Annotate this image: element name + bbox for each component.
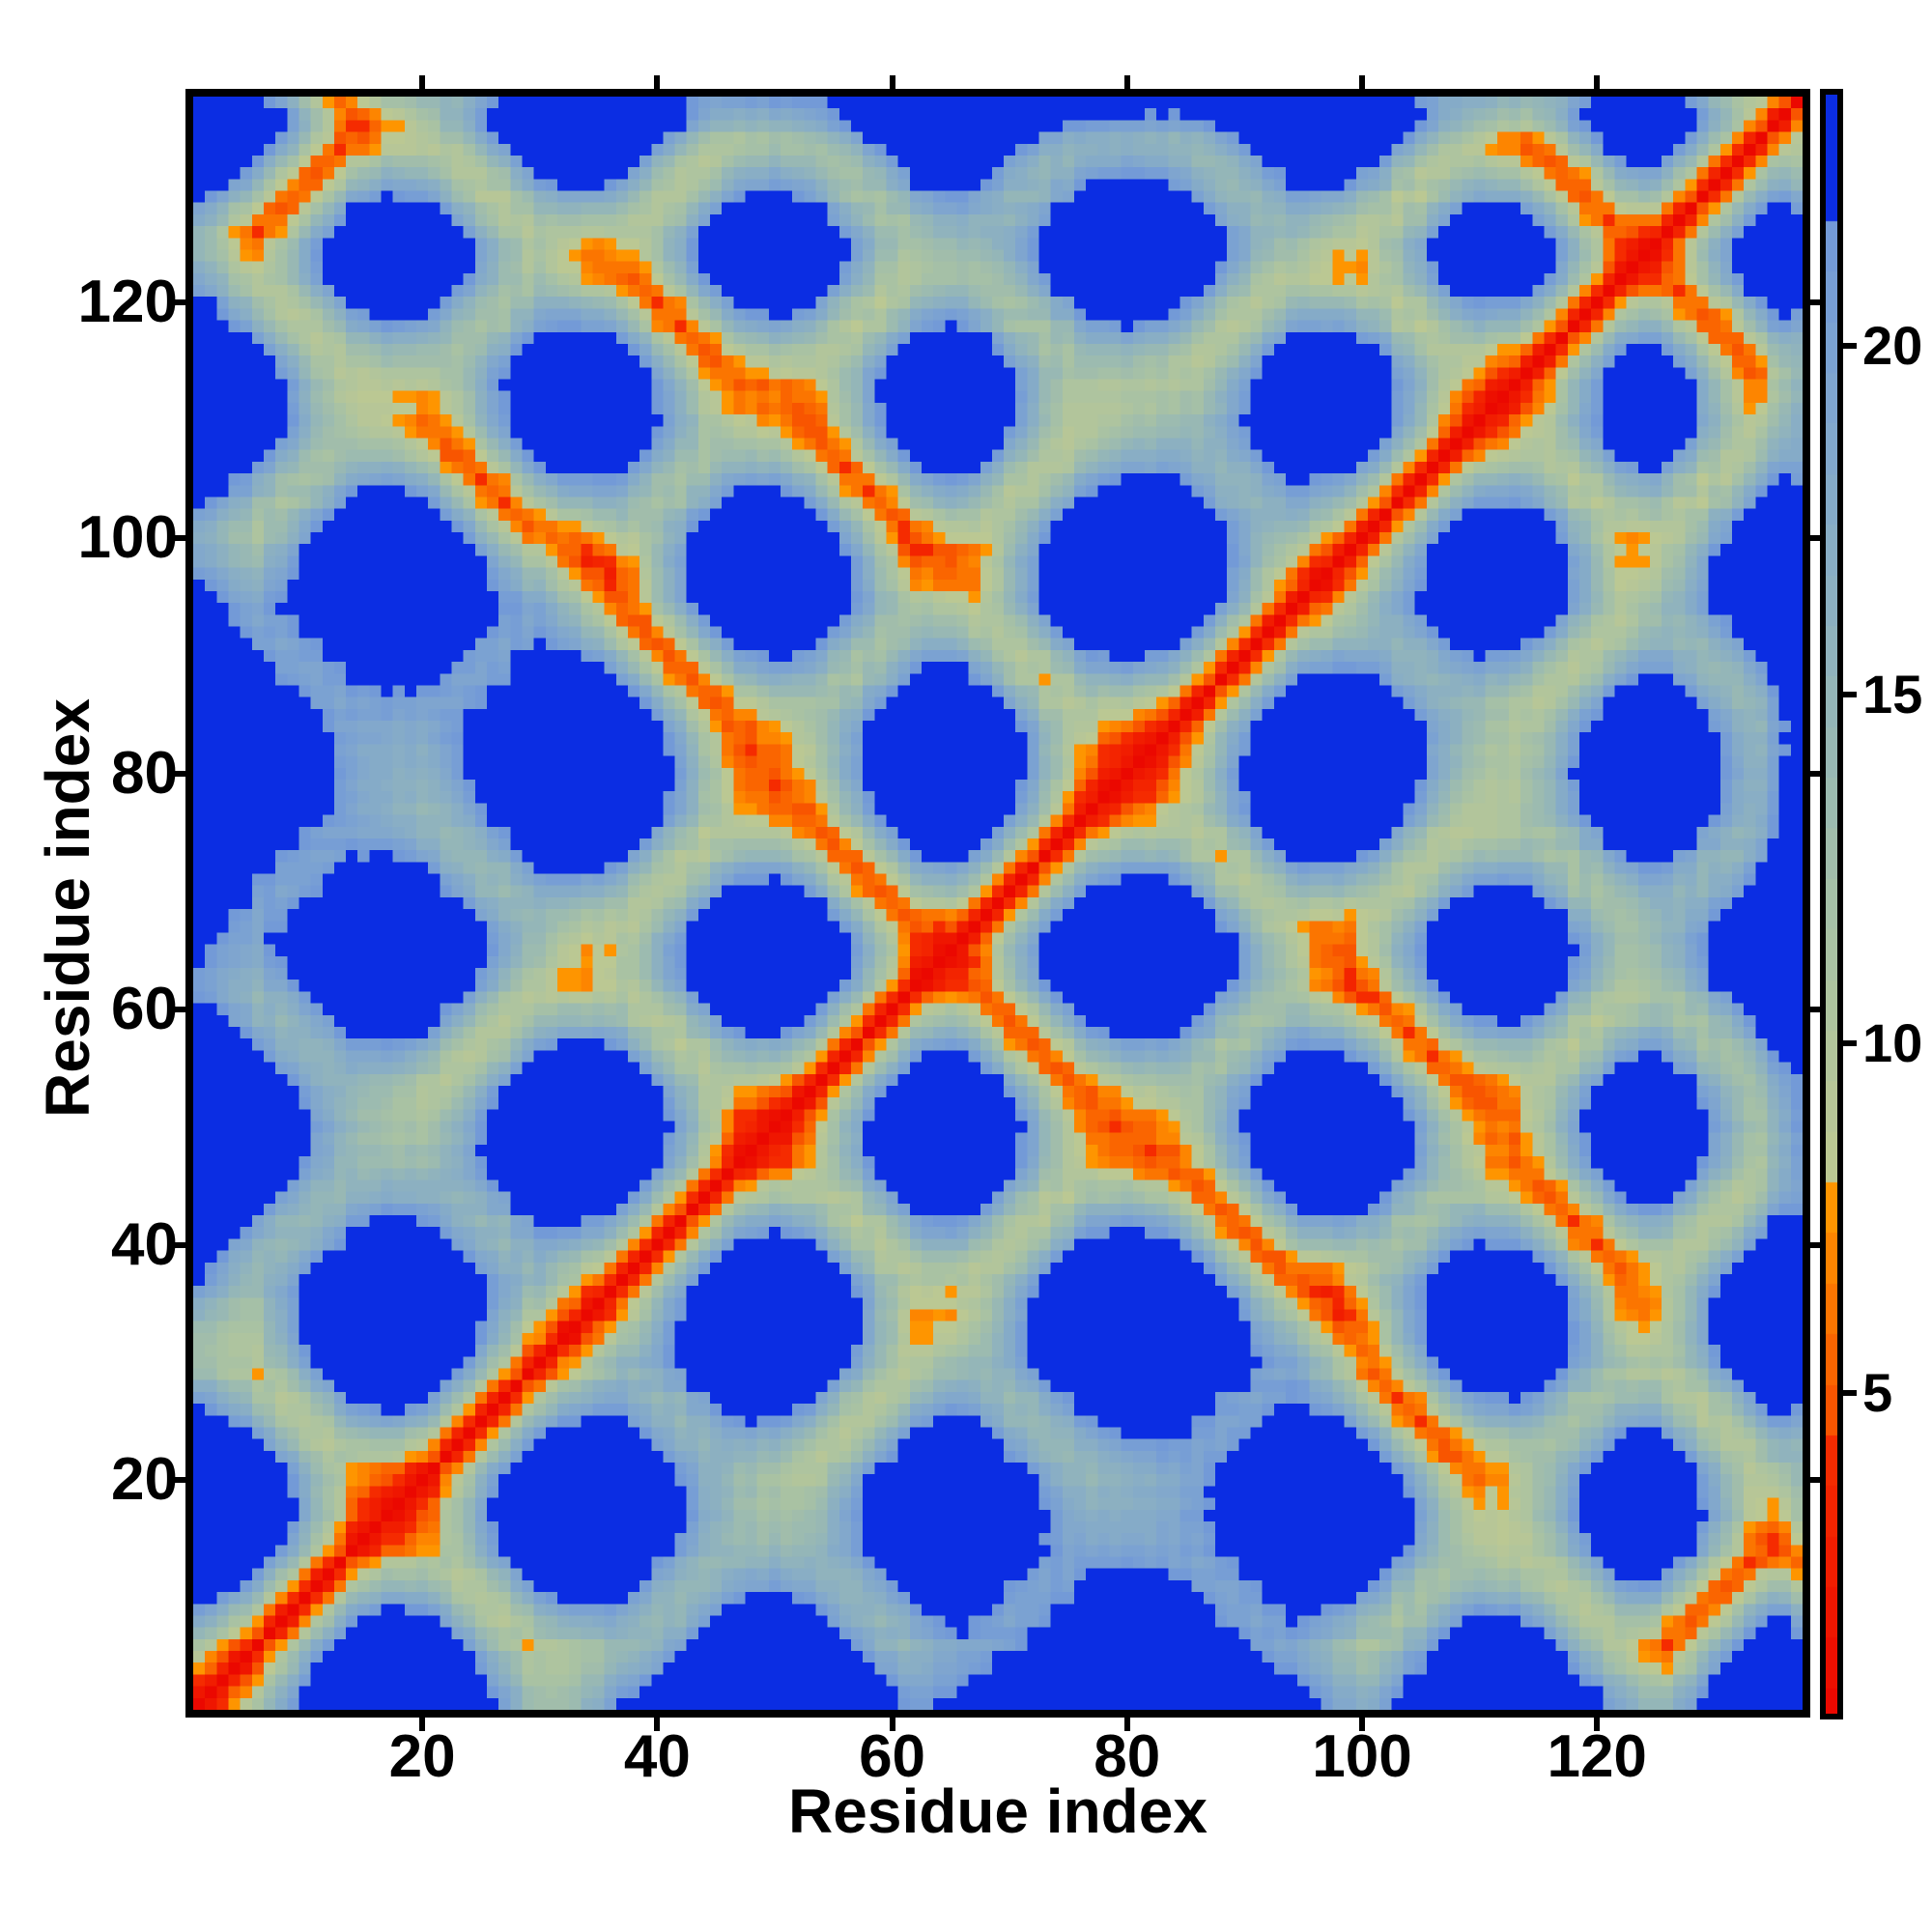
y-tick-mark-right [1810,1477,1820,1484]
x-tick-label: 40 [623,1723,691,1790]
heatmap-canvas [193,97,1803,1710]
y-tick-label: 60 [111,975,178,1042]
x-tick-label: 20 [388,1723,456,1790]
colorbar-tick-mark [1843,1389,1857,1396]
colorbar-canvas [1826,95,1837,1714]
y-tick-mark-left [172,1006,185,1012]
colorbar-tick-label: 20 [1862,315,1923,377]
y-tick-label: 100 [77,504,178,572]
y-tick-mark-left [172,1477,185,1484]
x-tick-mark-bottom [889,1718,895,1731]
y-tick-mark-right [1810,299,1820,306]
x-tick-label: 120 [1547,1723,1647,1790]
colorbar-frame [1820,89,1843,1719]
y-tick-mark-left [172,770,185,777]
y-tick-mark-right [1810,1006,1820,1012]
x-tick-mark-bottom [1594,1718,1601,1731]
y-tick-mark-right [1810,1241,1820,1248]
x-tick-mark-bottom [1123,1718,1130,1731]
x-tick-mark-top [1123,75,1130,89]
colorbar-tick-label: 15 [1862,664,1923,725]
y-tick-label: 40 [111,1210,178,1278]
y-tick-mark-left [172,535,185,542]
x-tick-mark-bottom [419,1718,426,1731]
x-tick-mark-top [1594,75,1601,89]
y-tick-mark-left [172,1241,185,1248]
y-tick-label: 120 [77,269,178,336]
colorbar-tick-mark [1843,1040,1857,1047]
x-tick-mark-bottom [1358,1718,1365,1731]
y-tick-mark-left [172,299,185,306]
y-tick-mark-right [1810,535,1820,542]
x-tick-mark-top [1358,75,1365,89]
heatmap-frame [185,89,1810,1718]
x-tick-label: 100 [1312,1723,1412,1790]
x-tick-label: 60 [859,1723,926,1790]
colorbar-tick-mark [1843,343,1857,350]
x-tick-label: 80 [1094,1723,1161,1790]
x-tick-mark-top [889,75,895,89]
colorbar-tick-label: 5 [1862,1361,1893,1423]
colorbar-tick-mark [1843,692,1857,698]
x-tick-mark-top [654,75,661,89]
y-axis-title: Residue index [33,698,102,1118]
y-tick-label: 80 [111,739,178,807]
y-tick-mark-right [1810,770,1820,777]
x-axis-title: Residue index [788,1776,1208,1846]
y-tick-label: 20 [111,1446,178,1514]
x-tick-mark-top [419,75,426,89]
x-tick-mark-bottom [654,1718,661,1731]
colorbar-tick-label: 10 [1862,1012,1923,1074]
